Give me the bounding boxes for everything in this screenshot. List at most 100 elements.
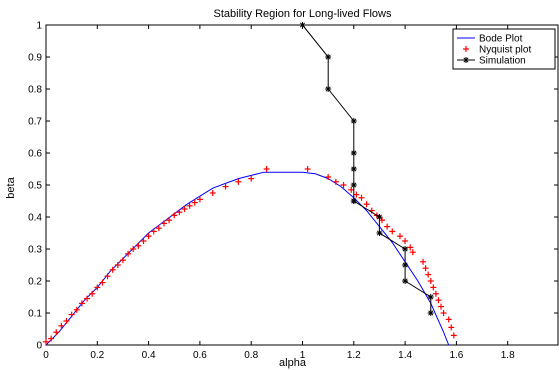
- nyquist-point: [425, 271, 432, 278]
- x-tick-label: 1.6: [449, 350, 463, 361]
- nyquist-point: [99, 279, 106, 286]
- nyquist-point: [222, 183, 229, 190]
- nyquist-point: [145, 233, 152, 240]
- legend: Bode Plot Nyquist plot Simulation: [452, 28, 556, 70]
- nyquist-point: [43, 338, 49, 345]
- nyquist-point: [209, 190, 216, 196]
- nyquist-point: [248, 175, 255, 182]
- simulation-point: [350, 150, 357, 156]
- nyquist-point: [160, 220, 167, 227]
- plot-frame: [45, 24, 559, 346]
- y-tick-label: 1: [36, 21, 42, 32]
- nyquist-point: [435, 297, 442, 304]
- nyquist-point: [420, 258, 427, 265]
- nyquist-point: [325, 174, 332, 180]
- x-tick-label: 0.4: [142, 350, 156, 361]
- y-tick-label: 0.9: [28, 53, 42, 64]
- y-tick-label: 0.4: [28, 213, 42, 224]
- nyquist-point: [353, 191, 360, 198]
- nyquist-point: [63, 318, 70, 324]
- nyquist-point: [340, 182, 347, 188]
- nyquist-point: [422, 265, 429, 272]
- nyquist-point: [114, 262, 121, 268]
- x-tick-label: 0.8: [244, 350, 258, 361]
- legend-simulation-label: Simulation: [479, 56, 526, 67]
- legend-entry-simulation: Simulation: [457, 56, 526, 67]
- nyquist-point: [68, 311, 75, 318]
- nyquist-point: [78, 300, 85, 307]
- axis-ticks: 0 0.2 0.4 0.6 0.8 1 1.2 1.4 1.6 1.8 0 0.1 0.2 0.3 0.4 0…: [28, 21, 558, 361]
- nyquist-point: [191, 199, 198, 206]
- nyquist-point: [109, 266, 116, 273]
- nyquist-point: [176, 209, 183, 216]
- nyquist-point: [104, 273, 111, 280]
- nyquist-point: [438, 303, 445, 310]
- nyquist-point: [94, 284, 101, 291]
- nyquist-point: [155, 225, 162, 232]
- simulation-point: [350, 198, 357, 204]
- nyquist-point: [166, 217, 173, 224]
- simulation-point: [402, 246, 409, 252]
- simulation-point: [325, 86, 332, 92]
- simulation-point: [299, 22, 306, 28]
- bode-plot-series: [45, 171, 450, 346]
- simulation-point: [350, 118, 357, 124]
- y-tick-label: 0.1: [28, 309, 42, 320]
- nyquist-point: [389, 228, 396, 235]
- x-tick-label: 1: [300, 350, 306, 361]
- x-tick-label: 1.4: [398, 350, 412, 361]
- simulation-point: [427, 294, 434, 300]
- nyquist-plot-series: [43, 166, 457, 345]
- nyquist-point: [235, 178, 242, 185]
- y-tick-label: 0: [36, 341, 42, 352]
- x-tick-label: 0: [43, 350, 49, 361]
- nyquist-point: [150, 228, 157, 235]
- nyquist-point: [430, 284, 437, 291]
- nyquist-point: [445, 316, 452, 323]
- nyquist-point: [119, 257, 126, 264]
- y-tick-label: 0.5: [28, 181, 42, 192]
- nyquist-point: [171, 212, 178, 219]
- legend-entry-nyquist: Nyquist plot: [463, 45, 531, 56]
- nyquist-point: [84, 295, 91, 302]
- nyquist-point: [384, 223, 391, 230]
- nyquist-point: [196, 196, 203, 203]
- nyquist-point: [186, 202, 193, 209]
- nyquist-point: [48, 335, 55, 342]
- nyquist-point: [396, 233, 403, 240]
- x-axis-title: alpha: [279, 357, 307, 369]
- y-tick-label: 0.8: [28, 85, 42, 96]
- x-tick-label: 1.8: [501, 350, 515, 361]
- simulation-point: [350, 182, 357, 188]
- nyquist-point: [130, 246, 137, 252]
- nyquist-point: [448, 324, 455, 331]
- nyquist-point: [450, 332, 457, 339]
- bode-plot-line: [45, 171, 450, 346]
- simulation-point: [427, 310, 434, 316]
- nyquist-point: [73, 306, 80, 313]
- nyquist-point: [348, 186, 355, 193]
- legend-plus-marker-icon: [463, 46, 469, 52]
- x-tick-label: 0.6: [193, 350, 207, 361]
- nyquist-point: [304, 166, 311, 172]
- legend-star-marker-icon: [463, 57, 469, 63]
- nyquist-point: [432, 290, 439, 297]
- x-tick-label: 1.2: [347, 350, 361, 361]
- chart-title: Stability Region for Long-lived Flows: [214, 8, 392, 20]
- nyquist-point: [140, 238, 147, 244]
- legend-entry-bode: Bode Plot: [457, 34, 523, 45]
- legend-star-mark: [463, 57, 469, 63]
- legend-nyquist-label: Nyquist plot: [479, 45, 531, 56]
- simulation-point: [402, 262, 409, 268]
- x-tick-label: 0.2: [90, 350, 104, 361]
- y-tick-label: 0.3: [28, 245, 42, 256]
- y-axis-title: beta: [5, 176, 17, 198]
- y-tick-label: 0.6: [28, 149, 42, 160]
- nyquist-point: [53, 329, 60, 336]
- simulation-series: [299, 22, 434, 316]
- nyquist-point: [407, 244, 414, 251]
- nyquist-point: [402, 238, 409, 244]
- nyquist-point: [427, 278, 434, 284]
